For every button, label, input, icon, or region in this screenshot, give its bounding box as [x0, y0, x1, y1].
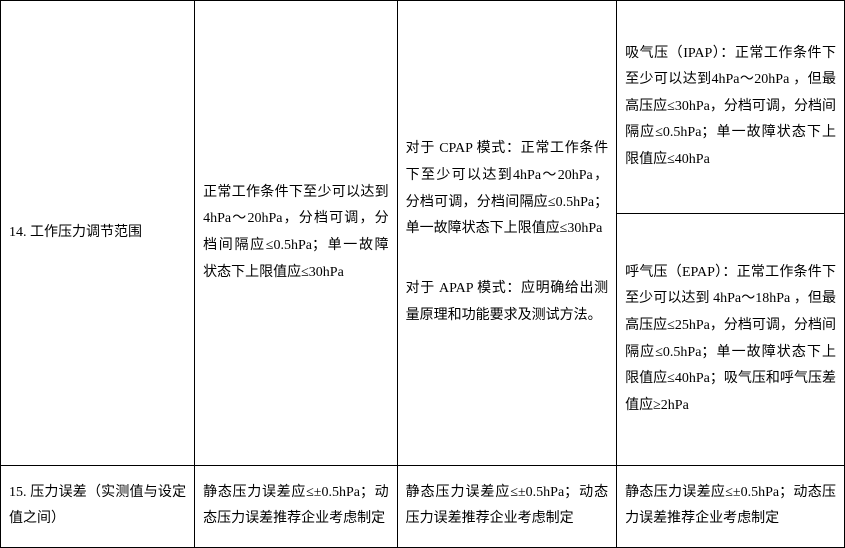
spec-table: 14. 工作压力调节范围 正常工作条件下至少可以达到 4hPa～20hPa，分档…	[0, 0, 845, 548]
cell-r15-c4: 静态压力误差应≤±0.5hPa；动态压力误差推荐企业考虑制定	[617, 465, 845, 547]
cell-r15-c1: 15. 压力误差（实测值与设定值之间）	[1, 465, 195, 547]
text-r15-c4: 静态压力误差应≤±0.5hPa；动态压力误差推荐企业考虑制定	[625, 485, 836, 527]
text-r14-c4-top: 吸气压（IPAP）：正常工作条件下至少可以达到4hPa～20hPa ，但最高压应…	[625, 46, 836, 167]
text-r14-c3-top: 对于 CPAP 模式：正常工作条件下至少可以达到4hPa～20hPa，分档可调，…	[406, 141, 608, 236]
cell-r14-c3: 对于 CPAP 模式：正常工作条件下至少可以达到4hPa～20hPa，分档可调，…	[397, 1, 616, 466]
text-r14-c3-bottom: 对于 APAP 模式：应明确给出测量原理和功能要求及测试方法。	[406, 281, 608, 323]
text-r15-c2: 静态压力误差应≤±0.5hPa；动态压力误差推荐企业考虑制定	[203, 485, 389, 527]
spacer	[406, 243, 608, 260]
text-r14-c4-bottom: 呼气压（EPAP）：正常工作条件下至少可以达到 4hPa～18hPa ，但最高压…	[625, 265, 836, 413]
label-r15: 15. 压力误差（实测值与设定值之间）	[9, 485, 186, 527]
cell-r14-c4-top: 吸气压（IPAP）：正常工作条件下至少可以达到4hPa～20hPa ，但最高压应…	[617, 1, 845, 214]
cell-r15-c2: 静态压力误差应≤±0.5hPa；动态压力误差推荐企业考虑制定	[195, 465, 398, 547]
label-r14: 14. 工作压力调节范围	[9, 225, 142, 240]
spacer	[406, 260, 608, 277]
cell-r14-c4-bottom: 呼气压（EPAP）：正常工作条件下至少可以达到 4hPa～18hPa ，但最高压…	[617, 214, 845, 466]
text-r15-c3: 静态压力误差应≤±0.5hPa；动态压力误差推荐企业考虑制定	[406, 485, 608, 527]
cell-r14-c2: 正常工作条件下至少可以达到 4hPa～20hPa，分档可调，分档间隔应≤0.5h…	[195, 1, 398, 466]
text-r14-c2: 正常工作条件下至少可以达到 4hPa～20hPa，分档可调，分档间隔应≤0.5h…	[203, 185, 389, 280]
cell-r15-c3: 静态压力误差应≤±0.5hPa；动态压力误差推荐企业考虑制定	[397, 465, 616, 547]
cell-r14-c1: 14. 工作压力调节范围	[1, 1, 195, 466]
